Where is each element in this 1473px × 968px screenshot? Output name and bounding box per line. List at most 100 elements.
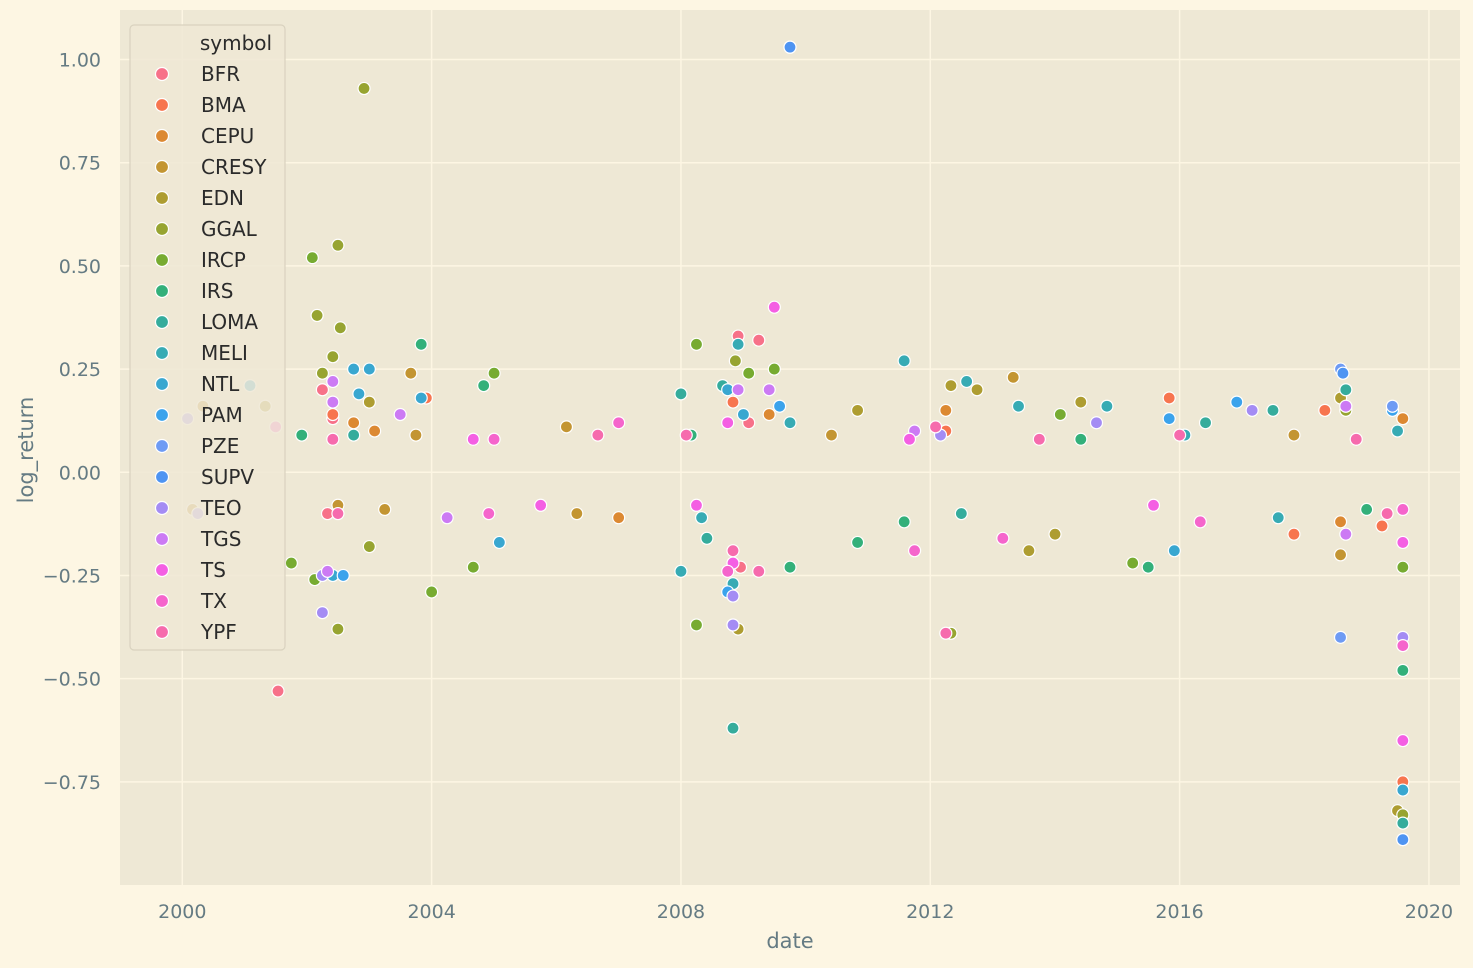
data-point-cresy xyxy=(559,420,574,434)
data-point-irs xyxy=(897,515,911,529)
data-point-irs xyxy=(1141,560,1155,574)
legend-label: CRESY xyxy=(201,155,267,179)
data-point-cepu xyxy=(1396,412,1410,426)
data-point-tx xyxy=(1193,515,1207,529)
data-point-meli xyxy=(1271,511,1285,525)
data-point-meli xyxy=(783,416,797,430)
x-tick-label: 2016 xyxy=(1155,901,1203,923)
data-point-irs xyxy=(783,560,797,574)
data-point-tx xyxy=(996,531,1010,545)
data-point-teo xyxy=(1245,403,1259,417)
legend-marker xyxy=(154,159,170,175)
data-point-ggal xyxy=(728,354,742,368)
data-point-ypf xyxy=(1032,432,1046,446)
data-point-supv xyxy=(783,40,797,54)
data-point-ypf xyxy=(1349,432,1363,446)
legend-marker xyxy=(154,66,170,82)
data-point-ggal xyxy=(357,81,371,96)
legend-marker xyxy=(154,97,170,113)
data-point-cepu xyxy=(939,403,953,417)
legend-title: symbol xyxy=(200,31,272,55)
legend-label: LOMA xyxy=(201,310,258,334)
legend-label: BFR xyxy=(201,62,240,86)
plot-area xyxy=(120,10,1460,885)
legend-marker xyxy=(154,469,170,485)
data-point-ircp xyxy=(1053,407,1067,422)
legend-marker xyxy=(154,252,170,268)
data-point-meli xyxy=(731,337,745,351)
data-point-bfr xyxy=(315,383,329,397)
data-point-tx xyxy=(721,564,735,578)
legend-marker xyxy=(154,314,170,330)
data-point-irs xyxy=(1396,663,1410,677)
data-point-edn xyxy=(850,403,865,417)
data-point-tgs xyxy=(326,374,340,389)
data-point-ircp xyxy=(1126,556,1140,570)
data-point-meli xyxy=(1011,399,1026,413)
data-point-loma xyxy=(1198,416,1213,430)
data-point-ntl xyxy=(736,407,751,422)
y-tick-label: −0.25 xyxy=(43,565,101,587)
legend-marker xyxy=(154,376,170,392)
data-point-ypf xyxy=(591,428,605,442)
legend-label: MELI xyxy=(201,341,248,365)
data-point-cresy xyxy=(409,428,423,442)
data-point-bma xyxy=(1287,527,1301,541)
data-point-loma xyxy=(674,387,688,401)
data-point-tgs xyxy=(320,564,335,578)
data-point-tx xyxy=(487,432,501,446)
legend-label: PZE xyxy=(201,434,239,458)
x-tick-label: 2000 xyxy=(158,901,206,923)
data-point-cepu xyxy=(612,511,626,525)
data-point-ts xyxy=(767,300,781,314)
data-point-tgs xyxy=(326,395,340,409)
data-point-ts xyxy=(902,432,917,446)
data-point-pam xyxy=(1230,395,1244,409)
data-point-bma xyxy=(1162,391,1176,405)
data-point-ntl xyxy=(352,387,366,401)
data-point-tgs xyxy=(393,407,407,422)
data-point-ntl xyxy=(1396,783,1410,797)
data-point-ggal xyxy=(315,366,329,380)
x-tick-label: 2012 xyxy=(906,901,954,923)
y-tick-label: −0.50 xyxy=(43,669,101,691)
data-point-edn xyxy=(944,378,958,393)
x-tick-label: 2004 xyxy=(407,901,455,923)
data-point-cresy xyxy=(1333,548,1348,562)
data-point-ts xyxy=(1396,535,1410,550)
legend-items: BFR BMA CEPU CRESY EDN GGAL IRCP IRS LOMA MELI NTL… xyxy=(154,62,267,644)
data-point-supv xyxy=(1396,832,1410,847)
data-point-ggal xyxy=(331,622,345,636)
data-point-irs xyxy=(477,378,491,393)
data-point-ircp xyxy=(1396,560,1410,574)
data-point-bma xyxy=(726,395,740,409)
data-point-ypf xyxy=(928,420,943,434)
data-point-irs xyxy=(1074,432,1088,446)
legend-label: YPF xyxy=(200,620,237,644)
data-point-cresy xyxy=(824,428,839,442)
data-point-loma xyxy=(347,428,361,442)
data-point-loma xyxy=(1266,403,1280,417)
data-point-ypf xyxy=(1380,506,1394,521)
data-point-pam xyxy=(772,399,787,413)
data-point-cresy xyxy=(570,506,584,521)
data-point-irs xyxy=(1360,502,1374,517)
data-point-ntl xyxy=(347,362,361,376)
legend-label: CEPU xyxy=(201,124,254,148)
data-point-ggal xyxy=(326,350,340,364)
data-point-meli xyxy=(1390,424,1405,438)
data-point-supv xyxy=(1336,366,1350,380)
data-point-pam xyxy=(336,568,350,583)
data-point-tgs xyxy=(762,383,776,397)
data-point-ircp xyxy=(305,251,319,265)
data-point-tgs xyxy=(731,383,745,397)
y-tick-label: 0.50 xyxy=(59,256,101,278)
legend-marker xyxy=(154,500,170,516)
data-point-meli xyxy=(897,354,911,368)
data-point-loma xyxy=(726,721,740,735)
data-point-edn xyxy=(1022,544,1036,558)
data-point-bma xyxy=(1318,403,1332,417)
data-point-ntl xyxy=(492,535,506,550)
data-point-tgs xyxy=(1339,527,1353,541)
data-point-cepu xyxy=(347,416,361,430)
